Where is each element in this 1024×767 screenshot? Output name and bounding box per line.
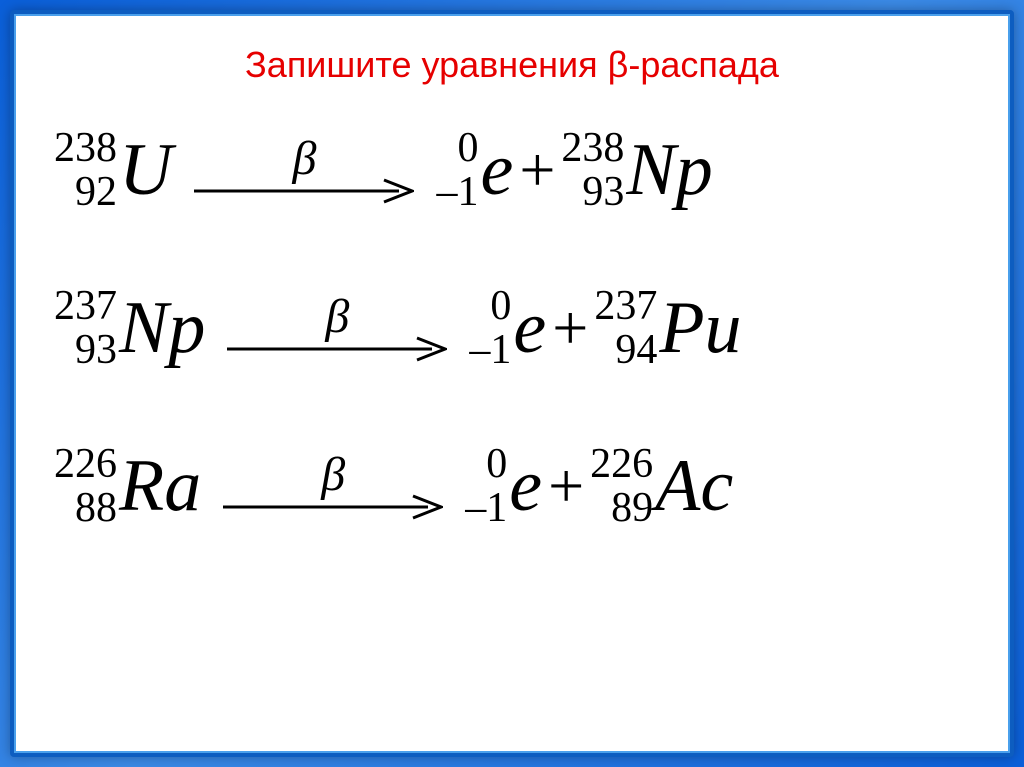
beta-label: β bbox=[321, 451, 345, 499]
mass-number: 0 bbox=[490, 284, 511, 328]
parent-indices: 226 88 bbox=[54, 442, 117, 530]
electron-symbol: e bbox=[513, 291, 546, 365]
parent-indices: 237 93 bbox=[54, 284, 117, 372]
parent-nuclide: 226 88 Ra bbox=[54, 442, 201, 530]
decay-arrow: β bbox=[227, 293, 447, 363]
decay-arrow: β bbox=[194, 135, 414, 205]
daughter-indices: 237 94 bbox=[594, 284, 657, 372]
beta-label: β bbox=[293, 135, 317, 183]
plus-sign: + bbox=[548, 454, 584, 518]
daughter-indices: 226 89 bbox=[590, 442, 653, 530]
mass-number: 237 bbox=[594, 284, 657, 328]
plus-sign: + bbox=[519, 138, 555, 202]
element-symbol: Ra bbox=[119, 449, 201, 523]
arrow-icon bbox=[227, 335, 447, 363]
electron-particle: 0 –1 e bbox=[469, 284, 546, 372]
arrow-icon bbox=[223, 493, 443, 521]
equations-container: 238 92 U β 0 –1 e + bbox=[54, 126, 970, 531]
slide-frame: Запишите уравнения β-распада 238 92 U β bbox=[10, 10, 1014, 757]
equation-row: 237 93 Np β 0 –1 e + bbox=[54, 284, 970, 372]
electron-particle: 0 –1 e bbox=[436, 126, 513, 214]
parent-nuclide: 237 93 Np bbox=[54, 284, 205, 372]
charge: –1 bbox=[465, 486, 507, 530]
slide-title: Запишите уравнения β-распада bbox=[54, 44, 970, 86]
equation-row: 226 88 Ra β 0 –1 e + bbox=[54, 442, 970, 530]
parent-indices: 238 92 bbox=[54, 126, 117, 214]
mass-number: 226 bbox=[590, 442, 653, 486]
mass-number: 0 bbox=[486, 442, 507, 486]
electron-particle: 0 –1 e bbox=[465, 442, 542, 530]
daughter-indices: 238 93 bbox=[561, 126, 624, 214]
mass-number: 238 bbox=[561, 126, 624, 170]
element-symbol: Np bbox=[119, 291, 205, 365]
daughter-nuclide: 238 93 Np bbox=[561, 126, 712, 214]
arrow-icon bbox=[194, 177, 414, 205]
beta-label: β bbox=[325, 293, 349, 341]
electron-indices: 0 –1 bbox=[465, 442, 507, 530]
atomic-number: 94 bbox=[615, 328, 657, 372]
mass-number: 237 bbox=[54, 284, 117, 328]
electron-symbol: e bbox=[509, 449, 542, 523]
mass-number: 226 bbox=[54, 442, 117, 486]
daughter-nuclide: 237 94 Pu bbox=[594, 284, 741, 372]
parent-nuclide: 238 92 U bbox=[54, 126, 172, 214]
electron-indices: 0 –1 bbox=[436, 126, 478, 214]
electron-symbol: e bbox=[480, 133, 513, 207]
daughter-nuclide: 226 89 Ac bbox=[590, 442, 733, 530]
mass-number: 238 bbox=[54, 126, 117, 170]
plus-sign: + bbox=[552, 296, 588, 360]
charge: –1 bbox=[436, 170, 478, 214]
mass-number: 0 bbox=[457, 126, 478, 170]
atomic-number: 88 bbox=[75, 486, 117, 530]
atomic-number: 89 bbox=[611, 486, 653, 530]
charge: –1 bbox=[469, 328, 511, 372]
element-symbol: U bbox=[119, 133, 172, 207]
element-symbol: Ac bbox=[655, 449, 733, 523]
electron-indices: 0 –1 bbox=[469, 284, 511, 372]
decay-arrow: β bbox=[223, 451, 443, 521]
equation-row: 238 92 U β 0 –1 e + bbox=[54, 126, 970, 214]
atomic-number: 93 bbox=[75, 328, 117, 372]
atomic-number: 92 bbox=[75, 170, 117, 214]
element-symbol: Pu bbox=[659, 291, 741, 365]
element-symbol: Np bbox=[626, 133, 712, 207]
atomic-number: 93 bbox=[582, 170, 624, 214]
